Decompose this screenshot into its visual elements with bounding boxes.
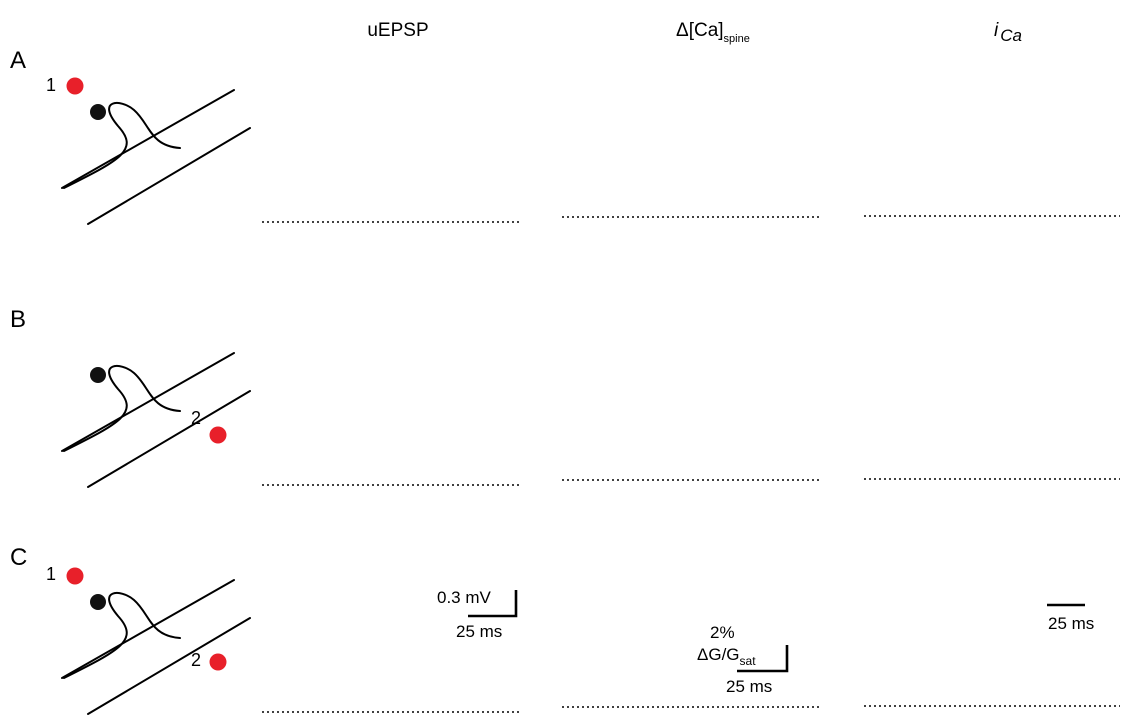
ica-scale-time: 25 ms [1048, 614, 1094, 633]
uncaging-spot-1 [66, 77, 84, 95]
dendrite-lower-edge [61, 89, 235, 189]
panel-letter-c: C [10, 544, 27, 571]
site-label-row-c-2: 2 [191, 650, 201, 670]
ca-scalebar [737, 645, 789, 673]
spine-head [90, 367, 106, 383]
header-uepsp: uEPSP [367, 20, 428, 41]
row-c [61, 567, 1120, 715]
row-b [61, 352, 1120, 488]
uncaging-spot-2 [209, 426, 227, 444]
spine-neck [63, 365, 181, 452]
ca-scale-unit: ΔG/Gsat [697, 645, 756, 668]
panel-letter-a: A [10, 47, 26, 74]
row-a [61, 77, 1120, 225]
site-label-row-a-1: 1 [46, 75, 56, 95]
spine-neck [63, 592, 181, 679]
uepsp-scale-voltage: 0.3 mV [437, 588, 492, 607]
header-ica-subscript: Ca [1000, 26, 1022, 45]
site-label-row-b-2: 2 [191, 408, 201, 428]
site-label-row-c-1: 1 [46, 564, 56, 584]
ca-scale-time: 25 ms [726, 677, 772, 696]
ca-scale-percent: 2% [710, 623, 735, 642]
panel-letter-b: B [10, 306, 26, 333]
dendrite-upper-edge [87, 390, 251, 488]
ca-scale-unit-sub: sat [740, 654, 757, 668]
ca-scale-unit-main: ΔG/G [697, 645, 740, 664]
header-ca-spine: Δ[Ca]spine [676, 20, 750, 45]
header-ica: i Ca [994, 20, 1022, 45]
uncaging-spot-1 [66, 567, 84, 585]
spine-head [90, 594, 106, 610]
header-ica-i: i [994, 20, 999, 41]
header-ca-subscript: spine [724, 33, 750, 45]
uncaging-spot-2 [209, 653, 227, 671]
dendrite-lower-edge [61, 352, 235, 452]
uepsp-scalebar [468, 590, 518, 618]
dendrite-upper-edge [87, 127, 251, 225]
header-ca-delta: Δ[Ca] [676, 20, 724, 41]
dendrite-upper-edge [87, 617, 251, 715]
dendrite-lower-edge [61, 579, 235, 679]
spine-neck [63, 102, 181, 189]
spine-head [90, 104, 106, 120]
uepsp-scale-time: 25 ms [456, 622, 502, 641]
